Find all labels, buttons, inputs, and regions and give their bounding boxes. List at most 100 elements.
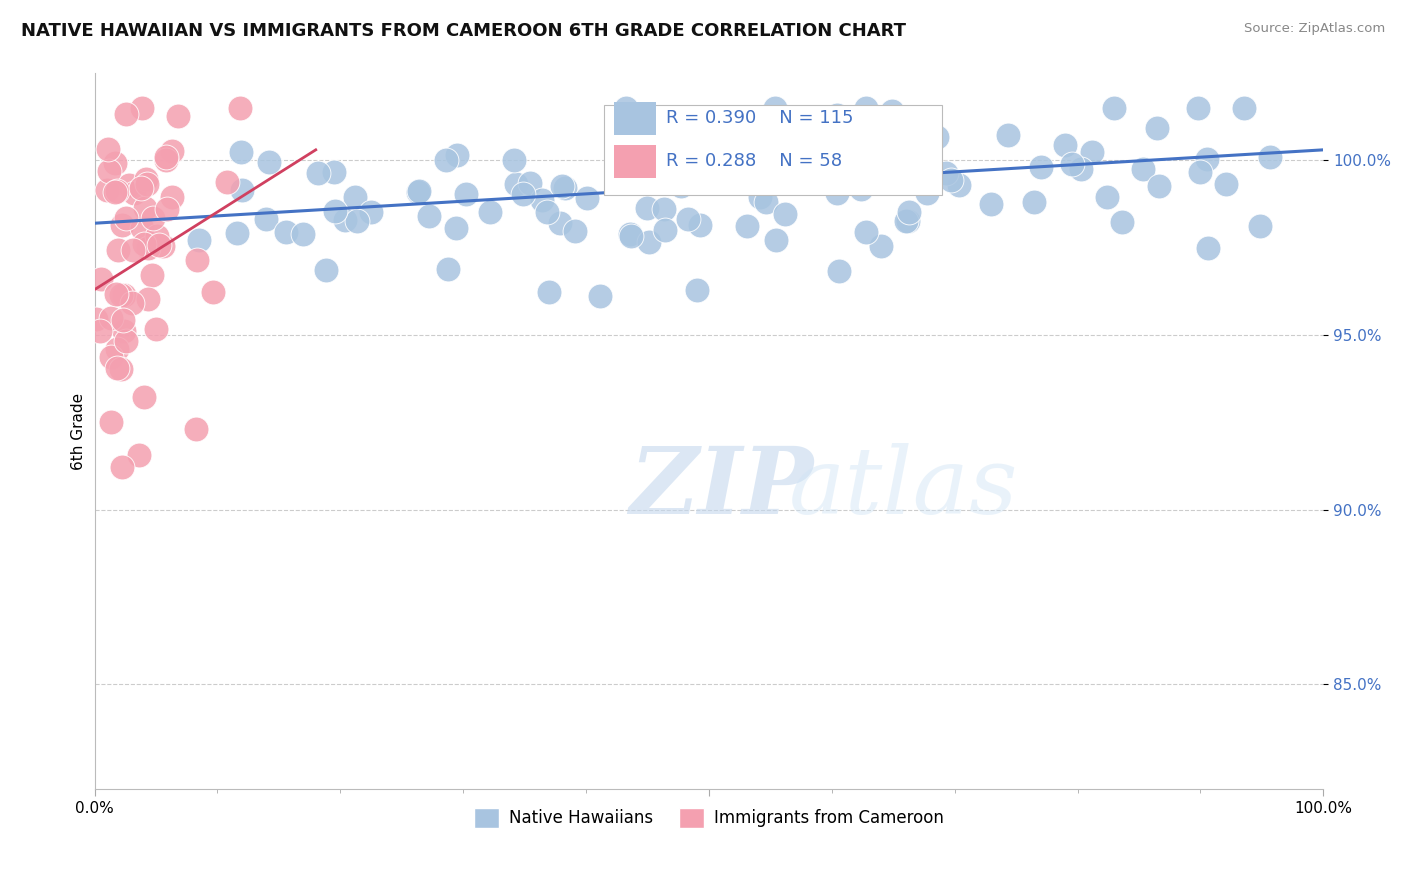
Point <box>184 422 207 436</box>
Point <box>167 109 190 123</box>
Point <box>1147 178 1170 193</box>
Point <box>1215 177 1237 191</box>
Text: atlas: atlas <box>789 443 1018 533</box>
Point <box>875 159 897 173</box>
Point <box>641 175 664 189</box>
Point <box>131 221 153 235</box>
Point <box>111 313 134 327</box>
Point <box>689 218 711 232</box>
Point <box>1197 241 1219 255</box>
Point <box>188 233 211 247</box>
Point <box>112 324 135 338</box>
Point <box>810 131 832 145</box>
Text: R = 0.390    N = 115: R = 0.390 N = 115 <box>666 109 853 127</box>
Point <box>894 214 917 228</box>
Point <box>111 218 134 232</box>
Point <box>530 193 553 207</box>
Point <box>779 139 801 153</box>
Point <box>652 121 675 136</box>
Point <box>538 285 561 299</box>
Point <box>801 173 824 187</box>
Point <box>980 196 1002 211</box>
Point <box>156 202 179 217</box>
Point <box>146 229 169 244</box>
Point <box>97 143 120 157</box>
Point <box>103 156 125 170</box>
Point <box>1146 121 1168 136</box>
Point <box>536 205 558 219</box>
Point <box>110 288 132 302</box>
Point <box>849 182 872 196</box>
Point <box>100 311 122 326</box>
Point <box>100 415 122 429</box>
Point <box>132 236 155 251</box>
Point <box>676 211 699 226</box>
Point <box>274 225 297 239</box>
Point <box>107 342 129 356</box>
Text: R = 0.288    N = 58: R = 0.288 N = 58 <box>666 152 842 170</box>
Point <box>636 202 658 216</box>
Point <box>122 243 145 257</box>
Point <box>186 253 208 268</box>
Point <box>229 101 252 115</box>
Point <box>155 150 177 164</box>
Point <box>418 209 440 223</box>
Point <box>825 186 848 201</box>
Point <box>512 187 534 202</box>
Point <box>654 223 676 237</box>
Point <box>128 448 150 462</box>
Point <box>765 233 787 247</box>
Point <box>633 128 655 142</box>
Point <box>124 186 146 200</box>
Point <box>112 287 135 301</box>
Point <box>1132 161 1154 176</box>
Point <box>107 243 129 257</box>
Y-axis label: 6th Grade: 6th Grade <box>72 392 86 470</box>
Point <box>406 186 429 200</box>
Point <box>620 228 643 243</box>
Point <box>142 211 165 225</box>
Point <box>96 183 118 197</box>
Point <box>925 130 948 145</box>
Point <box>620 144 643 158</box>
Point <box>315 262 337 277</box>
Point <box>755 194 778 209</box>
Point <box>605 158 627 172</box>
Point <box>769 132 792 146</box>
FancyBboxPatch shape <box>614 103 657 136</box>
Point <box>637 235 659 249</box>
Point <box>129 180 152 194</box>
Point <box>1233 101 1256 115</box>
Point <box>118 178 141 193</box>
Point <box>880 103 903 118</box>
Point <box>160 190 183 204</box>
Point <box>89 324 111 338</box>
Point <box>291 227 314 242</box>
Point <box>548 216 571 230</box>
Point <box>135 172 157 186</box>
Point <box>614 101 637 115</box>
Point <box>132 390 155 404</box>
Point <box>855 101 877 115</box>
Point <box>136 241 159 255</box>
Point <box>104 287 127 301</box>
Point <box>519 177 541 191</box>
Text: Source: ZipAtlas.com: Source: ZipAtlas.com <box>1244 22 1385 36</box>
Point <box>633 119 655 133</box>
Point <box>148 238 170 252</box>
Point <box>763 101 786 115</box>
Point <box>456 187 478 202</box>
Point <box>844 149 866 163</box>
Point <box>257 155 280 169</box>
Point <box>505 177 527 191</box>
Point <box>110 361 132 376</box>
Point <box>1188 165 1211 179</box>
Point <box>855 225 877 239</box>
Point <box>775 162 797 177</box>
Point <box>114 211 136 226</box>
Point <box>325 203 347 218</box>
Point <box>884 155 907 169</box>
Point <box>115 107 138 121</box>
Point <box>1260 150 1282 164</box>
Point <box>1081 145 1104 159</box>
